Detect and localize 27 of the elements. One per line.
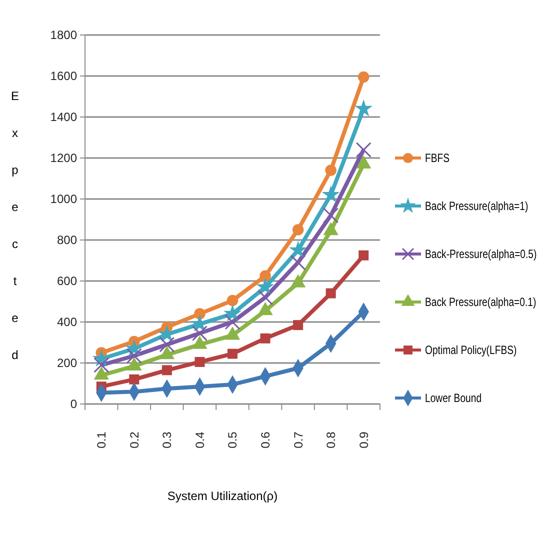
y-tick-label: 800	[56, 232, 78, 247]
y-tick-label: 200	[56, 356, 78, 370]
x-tick-label: 0.7	[291, 431, 306, 448]
x-tick-label: 0.9	[356, 431, 371, 448]
x-tick-label: 0.1	[94, 431, 109, 448]
x-tick-label: 0.6	[258, 431, 272, 448]
y-tick-label: 1200	[50, 150, 78, 165]
x-tick-label: 0.8	[324, 431, 338, 448]
x-tick-label: 0.5	[226, 431, 240, 448]
x-tick-label: 0.4	[192, 431, 207, 448]
y-tick-label: 1800	[50, 28, 78, 42]
legend-label: Back-Pressure(alpha=0.5)	[425, 248, 537, 262]
y-tick-label: 1400	[50, 110, 78, 124]
y-tick-label: 400	[56, 314, 78, 329]
legend-label: Back Pressure(alpha=1)	[425, 200, 528, 214]
text: Expected	[10, 89, 20, 362]
y-tick-label: 1600	[50, 68, 78, 83]
legend-label: Lower Bound	[425, 392, 482, 406]
y-tick-label: 0	[70, 396, 78, 411]
y-tick-label: 600	[56, 274, 78, 288]
legend-label: Optimal Policy(LFBS)	[425, 344, 517, 358]
legend-label: FBFS	[425, 152, 450, 166]
legend-label: Back Pressure(alpha=0.1)	[425, 296, 536, 310]
x-axis-title: System Utilization(ρ)	[167, 489, 278, 503]
x-tick-label: 0.3	[160, 431, 174, 448]
x-tick-label: 0.2	[127, 431, 142, 448]
y-tick-label: 1000	[50, 192, 78, 206]
